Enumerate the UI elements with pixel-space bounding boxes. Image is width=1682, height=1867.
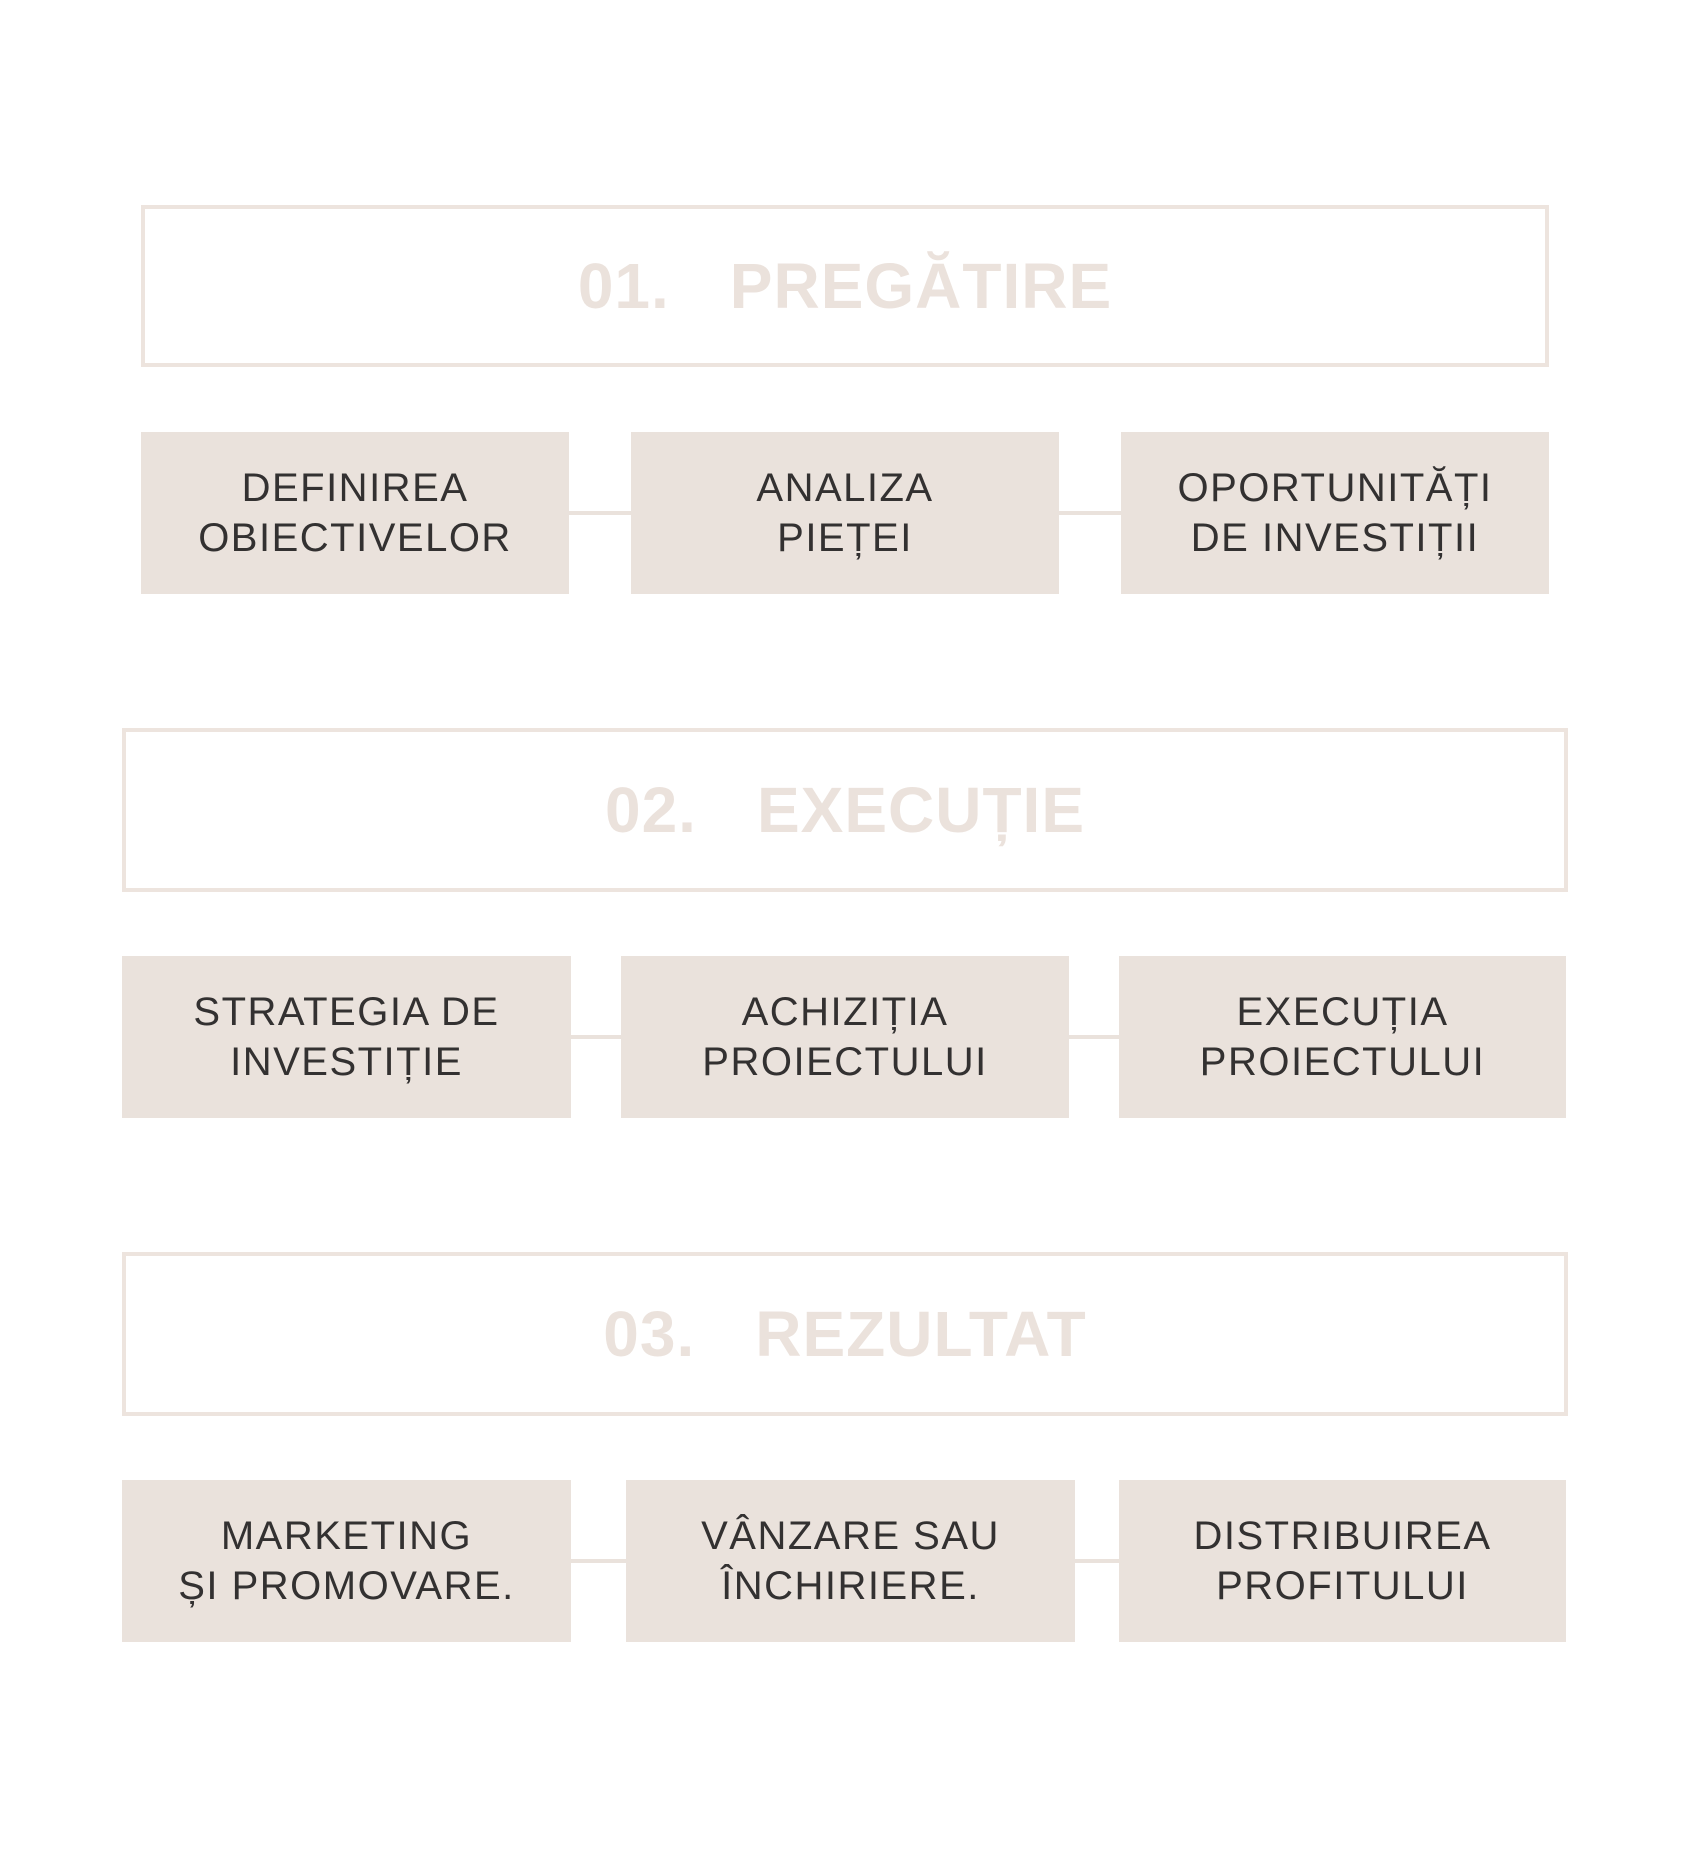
phase-header-2: 02. EXECUȚIE [122,728,1568,892]
step-label: ANALIZA PIEȚEI [756,466,934,560]
step-label: MARKETING ȘI PROMOVARE. [178,1514,515,1608]
step-label: ACHIZIȚIA PROIECTULUI [702,990,988,1084]
phase-title: EXECUȚIE [756,774,1086,846]
step-box: EXECUȚIA PROIECTULUI [1119,956,1566,1118]
step-box: STRATEGIA DE INVESTIȚIE [122,956,571,1118]
phase-title: REZULTAT [755,1298,1087,1370]
connector-line [1075,1559,1119,1563]
phase-title: PREGĂTIRE [729,250,1113,322]
connector-line [1059,511,1121,515]
phase-number: 02. [604,774,697,846]
step-box: ANALIZA PIEȚEI [631,432,1059,594]
phase-number: 03. [603,1298,696,1370]
phase-header-1: 01. PREGĂTIRE [141,205,1549,367]
step-box: DISTRIBUIREA PROFITULUI [1119,1480,1566,1642]
step-label: DISTRIBUIREA PROFITULUI [1193,1514,1492,1608]
step-box: VÂNZARE SAU ÎNCHIRIERE. [626,1480,1075,1642]
step-box: DEFINIREA OBIECTIVELOR [141,432,569,594]
step-label: OPORTUNITĂȚI DE INVESTIȚII [1177,466,1493,560]
step-label: EXECUȚIA PROIECTULUI [1199,990,1486,1084]
step-box: OPORTUNITĂȚI DE INVESTIȚII [1121,432,1549,594]
phase-number: 01. [577,250,670,322]
step-box: MARKETING ȘI PROMOVARE. [122,1480,571,1642]
step-box: ACHIZIȚIA PROIECTULUI [621,956,1069,1118]
connector-line [569,511,631,515]
step-label: VÂNZARE SAU ÎNCHIRIERE. [701,1514,1000,1608]
step-label: STRATEGIA DE INVESTIȚIE [193,990,500,1084]
connector-line [571,1035,621,1039]
phase-header-3: 03. REZULTAT [122,1252,1568,1416]
connector-line [571,1559,626,1563]
connector-line [1069,1035,1119,1039]
step-label: DEFINIREA OBIECTIVELOR [198,466,512,560]
